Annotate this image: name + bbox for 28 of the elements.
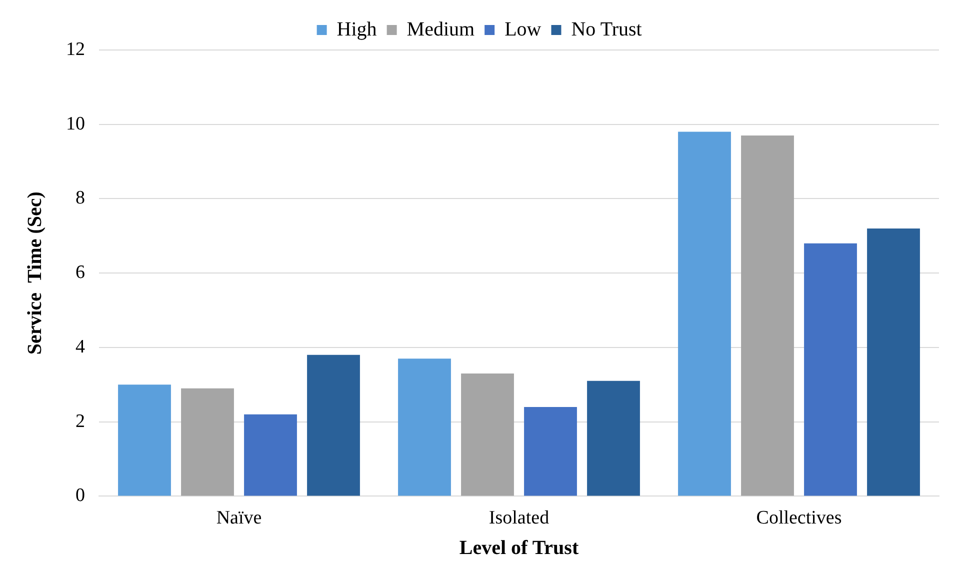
y-tick-label: 10	[66, 113, 85, 134]
bar	[461, 373, 514, 496]
y-tick-label: 0	[76, 485, 85, 506]
y-tick-label: 2	[76, 410, 85, 432]
y-axis-title: Service Time (Sec)	[24, 192, 46, 355]
bar	[307, 354, 360, 496]
bar	[244, 414, 297, 496]
bar	[398, 358, 451, 496]
bar	[741, 136, 794, 496]
x-tick-label: Isolated	[488, 508, 550, 529]
legend-label: No Trust	[571, 18, 642, 40]
x-tick-label: Naïve	[216, 508, 262, 529]
bar	[678, 132, 731, 496]
bar	[587, 380, 640, 496]
y-tick-label: 8	[76, 188, 85, 209]
bar	[118, 384, 171, 496]
x-axis-title: Level of Trust	[459, 537, 579, 560]
bar	[524, 406, 577, 496]
legend-label: Low	[504, 18, 542, 40]
legend-label: Medium	[406, 18, 476, 40]
y-tick-label: 4	[76, 336, 86, 358]
bar	[867, 228, 920, 496]
legend-label: High	[336, 18, 377, 40]
bar	[181, 388, 234, 496]
bar	[804, 243, 857, 496]
x-tick-label: Collectives	[756, 508, 842, 529]
y-tick-label: 12	[66, 38, 85, 60]
y-tick-label: 6	[76, 262, 85, 284]
